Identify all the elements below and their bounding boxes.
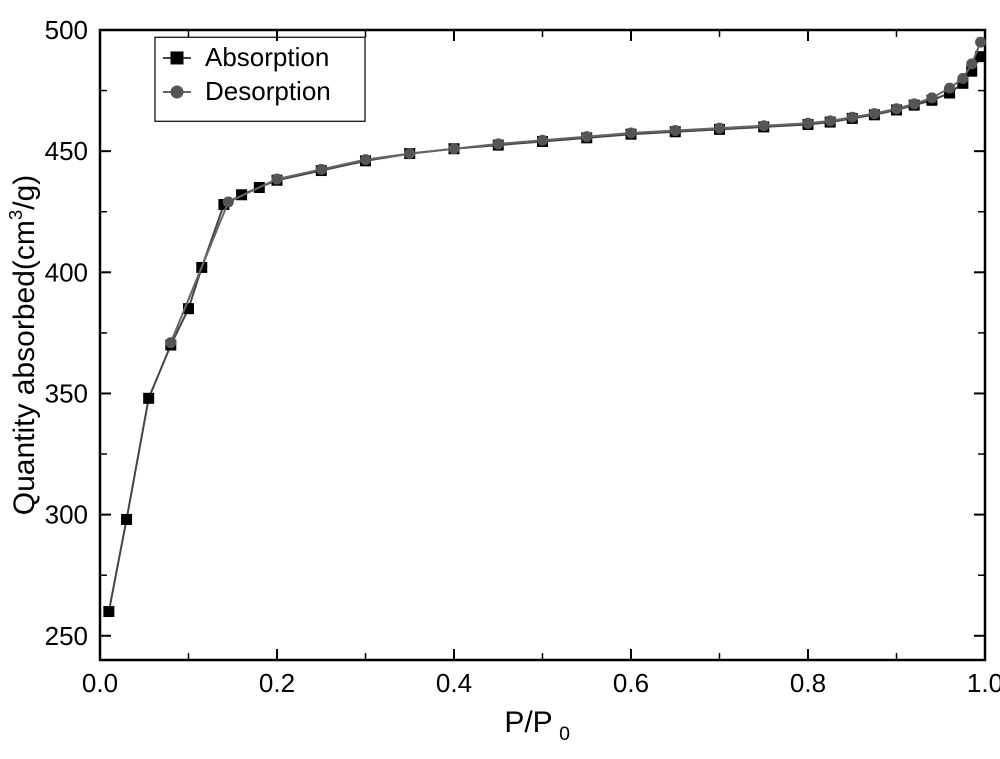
x-tick-label: 0.0 [82,668,118,698]
marker-circle [869,108,880,119]
legend-label: Desorption [205,76,331,106]
svg-text:Quantity absorbed(cm3/g): Quantity absorbed(cm3/g) [5,175,41,516]
y-tick-label: 400 [45,257,88,287]
marker-circle [758,120,769,131]
marker-circle [581,131,592,142]
marker-square [121,514,132,525]
legend: Absorption Desorption [155,37,365,121]
x-tick-label: 0.6 [613,668,649,698]
marker-circle [493,138,504,149]
marker-circle [272,174,283,185]
marker-circle [223,197,234,208]
marker-circle [825,115,836,126]
y-tick-label: 300 [45,500,88,530]
x-tick-label: 0.2 [259,668,295,698]
marker-circle [926,92,937,103]
svg-text:0: 0 [559,723,570,745]
y-tick-label: 250 [45,621,88,651]
marker-square [143,393,154,404]
marker-circle [891,103,902,114]
marker-circle [966,58,977,69]
marker-circle [847,112,858,123]
marker-circle [803,118,814,129]
isotherm-chart: 0.0 0.2 0.4 0.6 0.8 1.0 250 300 350 400 450 500 P/P 0… [0,0,1000,759]
y-tick-label: 500 [45,15,88,45]
marker-circle [404,148,415,159]
marker-circle [537,135,548,146]
x-axis-title: P/P 0 [504,706,570,745]
y-tick-label: 450 [45,136,88,166]
marker-circle [449,143,460,154]
x-tick-label: 1.0 [967,668,1000,698]
marker-circle [957,73,968,84]
x-tick-label: 0.8 [790,668,826,698]
chart-svg: 0.0 0.2 0.4 0.6 0.8 1.0 250 300 350 400 450 500 P/P 0… [0,0,1000,759]
plot-frame [100,30,985,660]
legend-label: Absorption [205,42,329,72]
y-axis-title: Quantity absorbed(cm3/g) [5,175,41,516]
marker-circle [909,98,920,109]
marker-circle [714,123,725,134]
marker-circle [360,154,371,165]
marker-circle [944,83,955,94]
marker-circle [165,337,176,348]
svg-text:P/P: P/P [504,706,552,739]
marker-circle [975,37,986,48]
marker-square [103,606,114,617]
marker-circle [626,127,637,138]
y-tick-label: 350 [45,378,88,408]
x-tick-label: 0.4 [436,668,472,698]
marker-circle [316,164,327,175]
marker-circle [670,125,681,136]
